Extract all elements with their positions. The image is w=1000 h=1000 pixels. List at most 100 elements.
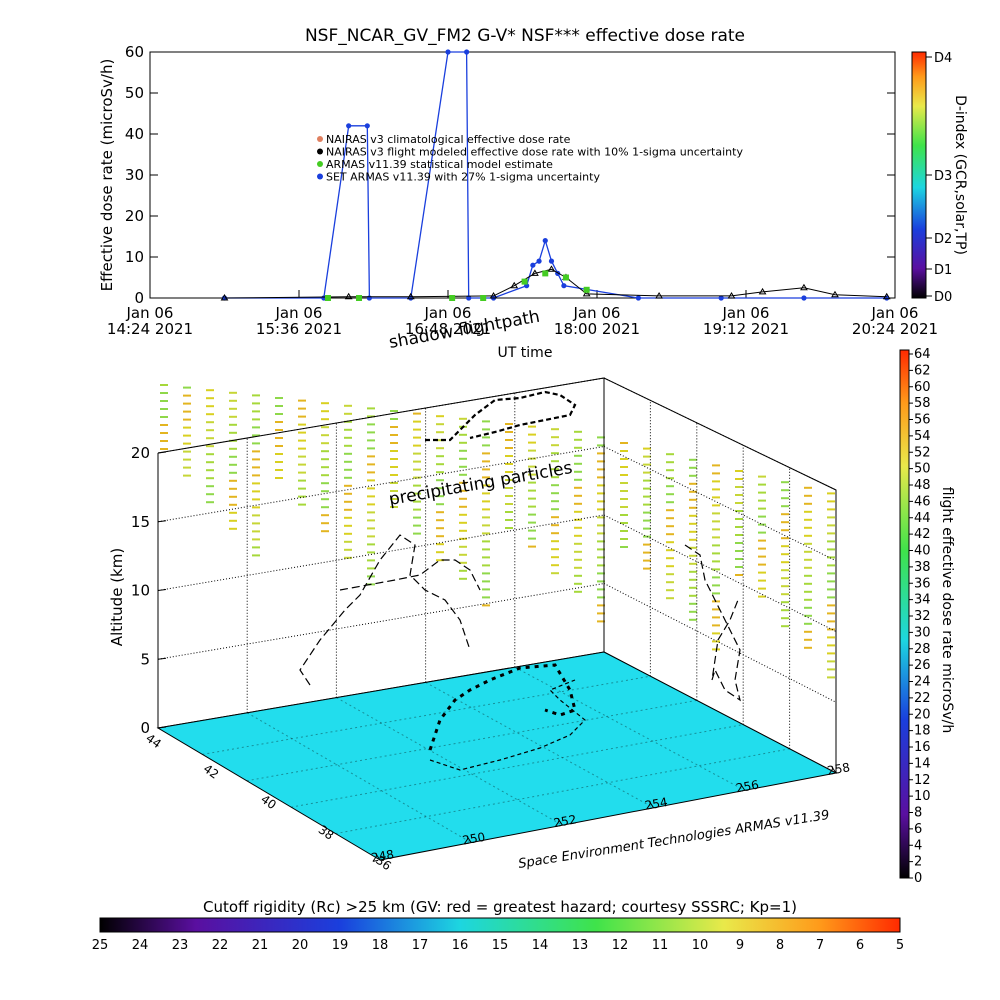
- dose-colorbar-tick-label: 18: [914, 724, 931, 739]
- floor-gridline: [202, 675, 651, 755]
- longitude-tick: [375, 853, 381, 861]
- series-point: [449, 295, 456, 301]
- altitude-axis: 0 5 10 15 20: [131, 444, 167, 737]
- top-x-tick-label: Jan 06: [424, 304, 472, 322]
- floor-gridline: [335, 748, 790, 835]
- top-x-tick-label: Jan 06: [722, 304, 770, 322]
- dose-colorbar-tick-label: 24: [914, 675, 931, 690]
- series-point: [356, 295, 363, 301]
- longitude-tick-label: 258: [826, 760, 851, 778]
- rc-colorbar-tick-label: 14: [532, 938, 549, 953]
- dose-colorbar-tick-label: 58: [914, 396, 931, 411]
- altitude-label: Altitude (km): [108, 548, 126, 646]
- dindex-ticks: D0 D1 D2 D3 D4: [926, 51, 952, 305]
- dose-colorbar-tick-label: 2: [914, 855, 922, 870]
- legend-marker: [317, 161, 323, 167]
- rc-colorbar: [99, 917, 901, 933]
- flightpath-right-shadow: [684, 544, 741, 702]
- top-y-axis: 0 10 20 30 40 50 60: [125, 43, 895, 307]
- series-point: [655, 291, 663, 299]
- legend-label: NAIRAS v3 flight modeled effective dose …: [326, 146, 743, 159]
- precipitating-particles-label: precipitating particles: [387, 458, 574, 510]
- series-point: [542, 270, 549, 277]
- legend-label: SET ARMAS v11.39 with 27% 1-sigma uncert…: [326, 171, 600, 184]
- legend-marker: [317, 148, 323, 155]
- dose-colorbar-tick-label: 6: [914, 822, 922, 837]
- altitude-tick: [157, 657, 167, 660]
- altitude-tick-label: 20: [131, 444, 150, 462]
- series-point: [445, 49, 451, 55]
- series-point: [562, 274, 569, 281]
- altitude-tick: [157, 451, 167, 454]
- flightpath-3d-b: [339, 559, 481, 591]
- right-wall-gridline: [603, 377, 837, 491]
- dose-colorbar-tick-label: 52: [914, 445, 931, 460]
- chart-title: NSF_NCAR_GV_FM2 G-V* NSF*** effective do…: [305, 26, 745, 46]
- dindex-tick-label: D3: [934, 169, 952, 184]
- right-wall-gridline: [603, 514, 837, 632]
- series-point: [530, 262, 536, 268]
- top-x-tick-label: Jan 06: [871, 304, 919, 322]
- dose-colorbar-tick-label: 34: [914, 593, 931, 608]
- legend-marker: [317, 173, 323, 180]
- series-point: [531, 269, 539, 276]
- altitude-tick: [157, 589, 167, 591]
- series-point: [635, 295, 641, 301]
- series-point: [718, 295, 724, 301]
- series-point: [727, 291, 736, 299]
- series-point: [489, 291, 498, 299]
- dose-colorbar-tick-label: 40: [914, 544, 931, 559]
- longitude-tick-label: 250: [461, 830, 486, 848]
- top-x-tick-label: 15:36 2021: [256, 320, 342, 338]
- altitude-tick-label: 15: [131, 513, 150, 531]
- top-y-tick-label: 20: [125, 207, 144, 225]
- dindex-tick-label: D0: [934, 290, 952, 305]
- longitude-axis: 248 250 252 254 256 258: [370, 760, 851, 865]
- flight-paths: [299, 390, 741, 771]
- dose-colorbar-tick-label: 60: [914, 380, 931, 395]
- dose-colorbar-tick-label: 44: [914, 511, 931, 526]
- dose-colorbar-tick-label: 4: [914, 838, 922, 853]
- series-point: [464, 49, 470, 55]
- dose-colorbar-tick-label: 62: [914, 363, 931, 378]
- floor-gridline: [514, 666, 746, 791]
- dose-colorbar-tick-label: 14: [914, 756, 931, 771]
- series-point: [801, 295, 807, 301]
- altitude-tick: [157, 520, 167, 523]
- longitude-tick: [557, 818, 563, 826]
- top-x-tick-label: 16:48 2021: [405, 320, 491, 338]
- top-x-tick-label: 19:12 2021: [703, 320, 789, 338]
- rc-colorbar-tick-label: 19: [332, 938, 349, 953]
- dose-colorbar-ticks: 0246810121416182022242628303234363840424…: [909, 347, 931, 886]
- series-point: [536, 258, 542, 264]
- rc-colorbar-tick-label: 10: [692, 938, 709, 953]
- rc-colorbar-tick-label: 20: [292, 938, 309, 953]
- flightpath-floor-shadow: [429, 679, 586, 771]
- series-point: [480, 295, 487, 301]
- back-wall-gridline: [157, 583, 605, 660]
- rc-colorbar-tick-label: 5: [896, 938, 904, 953]
- top-series-layer: [220, 49, 891, 301]
- series-point: [583, 286, 590, 293]
- legend-label: ARMAS v11.39 statistical model estimate: [326, 158, 553, 171]
- rc-colorbar-tick-label: 9: [736, 938, 744, 953]
- dindex-colorbar: [911, 51, 927, 299]
- back-wall-gridline: [157, 377, 605, 454]
- legend-marker: [317, 136, 323, 142]
- series-point: [758, 287, 767, 295]
- rc-label: Cutoff rigidity (Rc) >25 km (GV: red = g…: [203, 898, 797, 916]
- top-y-tick-label: 40: [125, 125, 144, 143]
- dose-colorbar-tick-label: 28: [914, 642, 931, 657]
- series-point: [800, 283, 808, 291]
- dindex-label: D-index (GCR,solar,TP): [952, 95, 968, 255]
- rc-colorbar-tick-label: 22: [212, 938, 229, 953]
- top-y-tick-label: 0: [134, 289, 144, 307]
- series-point: [366, 295, 372, 301]
- dose-colorbar-tick-label: 64: [914, 347, 931, 362]
- series-point: [364, 123, 370, 129]
- flightpath-3d: [299, 534, 471, 686]
- top-y-tick-label: 10: [125, 248, 144, 266]
- rc-colorbar-tick-label: 23: [172, 938, 189, 953]
